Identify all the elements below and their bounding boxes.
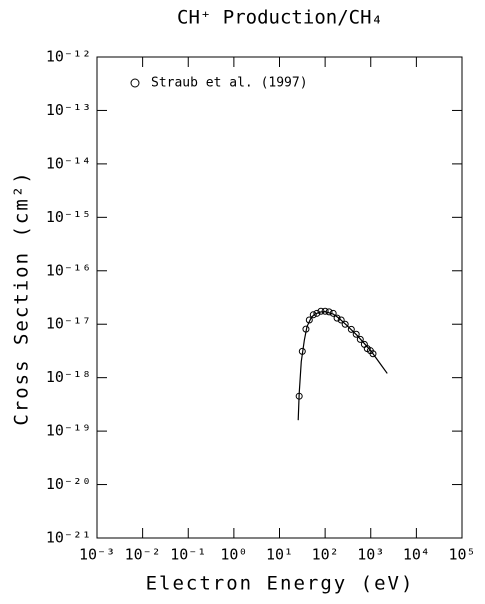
x-tick-label: 10¹ <box>266 546 293 564</box>
y-tick-label: 10⁻¹³ <box>46 101 91 119</box>
fit-line <box>297 311 388 421</box>
legend-label: Straub et al. (1997) <box>151 76 308 91</box>
x-tick-label: 10³ <box>357 546 384 564</box>
x-tick-label: 10⁻² <box>125 546 161 564</box>
data-point <box>309 311 317 319</box>
x-tick-label: 10⁻¹ <box>170 546 206 564</box>
y-tick-label: 10⁻¹⁷ <box>46 315 91 333</box>
y-tick-label: 10⁻²⁰ <box>46 475 91 493</box>
y-tick-label: 10⁻¹⁸ <box>46 368 91 386</box>
data-point <box>337 316 345 324</box>
data-point <box>369 350 377 358</box>
y-tick-label: 10⁻²¹ <box>46 529 91 547</box>
data-point <box>352 330 360 338</box>
plot-frame <box>96 56 463 539</box>
data-point <box>341 320 349 328</box>
y-tick-label: 10⁻¹⁹ <box>46 422 91 440</box>
x-tick-label: 10⁵ <box>448 546 475 564</box>
y-tick-label: 10⁻¹⁴ <box>46 154 91 172</box>
chart-title: CH⁺ Production/CH₄ <box>177 7 383 29</box>
y-tick-label: 10⁻¹² <box>46 48 91 66</box>
y-tick-label: 10⁻¹⁶ <box>46 261 91 279</box>
y-axis-label: Cross Section (cm²) <box>11 170 33 425</box>
x-tick-label: 10⁴ <box>403 546 430 564</box>
legend-marker <box>130 78 140 88</box>
x-tick-label: 10⁰ <box>220 546 247 564</box>
data-point <box>356 335 364 343</box>
x-tick-label: 10² <box>312 546 339 564</box>
y-tick-label: 10⁻¹⁵ <box>46 208 91 226</box>
data-point <box>313 309 321 317</box>
x-tick-label: 10⁻³ <box>79 546 115 564</box>
x-axis-label: Electron Energy (eV) <box>146 573 415 595</box>
data-point <box>347 325 355 333</box>
data-point <box>333 314 341 322</box>
